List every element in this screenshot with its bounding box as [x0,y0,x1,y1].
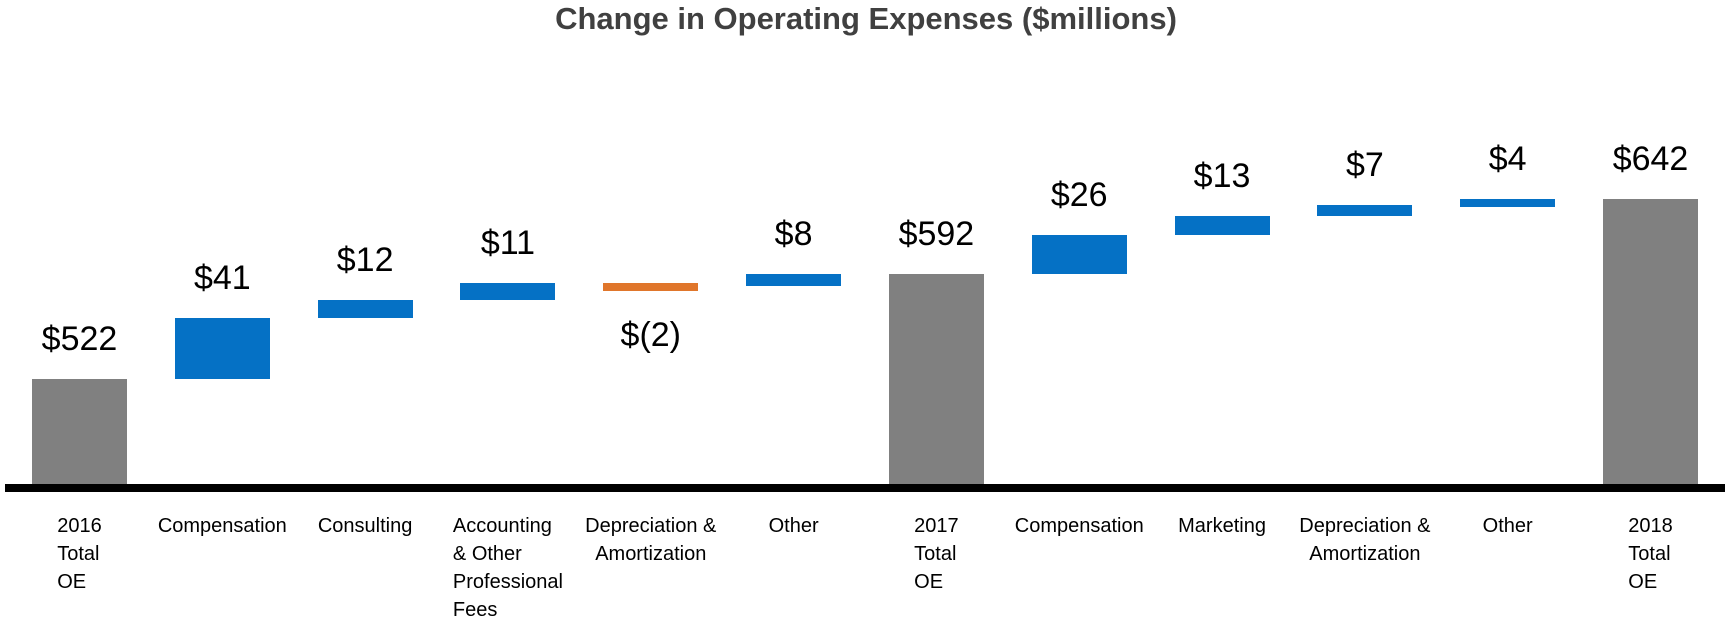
category-label-other: Other [722,512,865,540]
category-label-line: Marketing [1178,515,1266,537]
category-label-line: Other [768,515,819,537]
category-label-line: Other [1482,515,1533,537]
bar-consulting [317,299,413,318]
bar-2017-total-oe [888,274,984,484]
bar-2018-total-oe [1603,199,1699,484]
value-label-compensation: $26 [1050,176,1108,214]
value-label-marketing: $13 [1193,156,1251,195]
category-label-line: 2016 [57,515,102,537]
value-label-2016-total-oe: $522 [41,320,118,358]
bar-depreciation-amortization [1317,205,1413,216]
category-label-line: OE [57,571,87,593]
category-label-other: Other [1436,512,1579,540]
category-label-line: & Other [452,543,522,565]
category-label-2016-total-oe: 2016 Total OE [8,512,151,596]
category-label-line: Depreciation & [585,515,717,537]
category-label-depreciation-amortization: Depreciation & Amortization [579,512,722,568]
value-label-other: $4 [1488,140,1527,178]
category-label-line: Professional [452,571,563,593]
category-label-line: OE [914,571,944,593]
category-label-line: Fees [452,599,498,620]
category-label-line: Amortization [595,543,707,565]
bar-2016-total-oe [32,379,127,484]
category-label-line: Consulting [317,515,413,537]
x-axis-line [5,484,1725,492]
category-label-line: Amortization [1309,543,1421,565]
category-label-accounting-other-professional-fees: Accounting & Other Professional Fees [437,512,580,620]
value-label-compensation: $41 [193,258,251,297]
value-label-depreciation-amortization: $(2) [620,316,681,354]
category-label-consulting: Consulting [294,512,437,540]
category-label-line: Total [57,543,100,565]
bar-accounting-other-professional-fees [460,283,556,300]
category-label-line: Depreciation & [1299,515,1431,537]
category-label-line: Total [914,543,957,565]
value-label-2018-total-oe: $642 [1612,140,1689,178]
category-label-line: Total [1628,543,1671,565]
category-label-2017-total-oe: 2017 Total OE [865,512,1008,596]
category-label-2018-total-oe: 2018 Total OE [1579,512,1722,596]
category-label-line: Compensation [157,515,287,537]
bar-other [746,274,842,286]
category-label-line: 2017 [914,515,959,537]
bar-compensation [174,317,270,379]
value-label-consulting: $12 [336,240,394,279]
chart-title: Change in Operating Expenses ($millions) [555,1,1177,36]
bar-depreciation-amortization [603,283,699,291]
category-label-marketing: Marketing [1151,512,1294,540]
bar-marketing [1174,215,1270,235]
bar-other [1460,199,1556,207]
category-label-line: Accounting [452,515,552,537]
value-label-2017-total-oe: $592 [898,215,975,253]
category-label-line: Compensation [1014,515,1144,537]
category-label-depreciation-amortization: Depreciation & Amortization [1293,512,1436,568]
category-label-line: 2018 [1628,515,1673,537]
category-label-compensation: Compensation [151,512,294,540]
value-label-depreciation-amortization: $7 [1345,146,1384,184]
bar-compensation [1031,235,1127,274]
category-label-line: OE [1628,571,1658,593]
value-label-other: $8 [774,215,813,253]
value-label-accounting-other-professional-fees: $11 [480,224,536,262]
category-label-compensation: Compensation [1008,512,1151,540]
